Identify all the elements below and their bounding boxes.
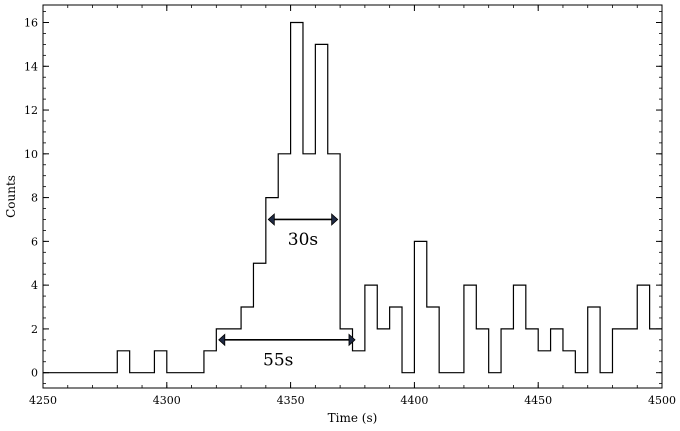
plot-frame	[42, 4, 663, 389]
annotations: 30s 55s	[218, 213, 356, 371]
x-tick-label: 4400	[400, 394, 428, 407]
y-tick-label: 16	[24, 17, 38, 30]
x-tick-label: 4300	[153, 394, 181, 407]
y-tick-label: 12	[24, 104, 38, 117]
tick-labels: 4250 4300 4350 4400 4450 4500 0 2 4 6 8 10 12 14 16	[24, 17, 676, 407]
x-tick-label: 4500	[648, 394, 676, 407]
y-tick-label: 0	[31, 367, 38, 380]
annotation-label: 55s	[263, 351, 293, 371]
x-tick-label: 4350	[277, 394, 305, 407]
y-tick-label: 4	[31, 279, 38, 292]
x-tick-label: 4250	[29, 394, 57, 407]
y-tick-label: 14	[24, 60, 38, 73]
annotation-arrowhead-left	[267, 213, 275, 226]
y-axis-label: Counts	[4, 175, 18, 218]
annotation-arrowhead-right	[348, 333, 356, 347]
x-tick-label: 4450	[524, 394, 552, 407]
annotation-arrowhead-right	[331, 213, 339, 226]
series-line-counts	[43, 21, 662, 374]
y-tick-label: 2	[31, 323, 38, 336]
y-tick-label: 10	[24, 148, 38, 161]
x-axis-label: Time (s)	[328, 411, 378, 425]
annotation-label: 30s	[288, 230, 318, 250]
annotation-arrowhead-left	[218, 333, 226, 347]
y-tick-label: 8	[31, 192, 38, 205]
y-tick-label: 6	[31, 235, 38, 248]
